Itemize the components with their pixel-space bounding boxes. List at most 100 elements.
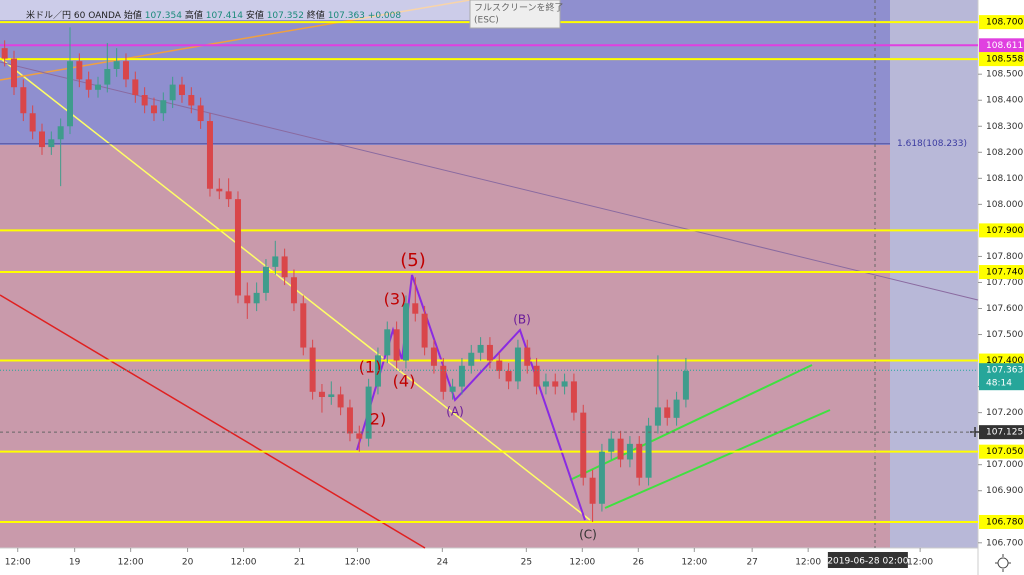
x-tick-label: 12:00 [118,558,144,568]
y-tick-label: 108.300 [986,122,1023,132]
candle-body [132,79,139,96]
level-label-box [979,265,1024,280]
header-bar [0,0,470,20]
y-tick-label: 108.000 [986,200,1023,210]
level-label: 107.740 [986,268,1023,278]
x-tick-label: 26 [633,558,645,568]
candle-body [122,61,129,80]
level-label: 106.780 [986,517,1023,527]
wave-label: (B) [513,313,531,327]
candle-body [141,95,148,106]
level-label: 107.050 [986,447,1023,457]
level-label: 108.611 [986,41,1023,51]
candle-body [20,87,27,114]
header-item: 安値 [246,9,264,21]
candle-body [673,399,680,418]
x-tick-label: 19 [69,558,81,568]
candle-body [104,68,111,85]
fib-label: 1.618(108.233) [897,139,967,149]
y-tick-label: 106.900 [986,486,1023,496]
candle-body [664,407,671,418]
y-tick-label: 107.500 [986,330,1023,340]
candle-body [225,191,232,200]
candle-body [458,365,465,387]
header-item: 107.363 [328,11,365,21]
candle-body [38,131,45,148]
candle-body [514,347,521,382]
candle-body [645,425,652,478]
candle-body [76,61,83,80]
candle-body [542,381,549,387]
candle-body [113,61,120,69]
candle-body [1,48,8,59]
level-label: 108.558 [986,55,1023,65]
level-label-box [979,52,1024,67]
candle-body [384,329,391,356]
candle-body [66,61,73,127]
candle-body [533,365,540,387]
zone-upper [0,0,890,145]
header-item: 終値 [307,9,325,21]
settings-icon[interactable] [995,554,1011,572]
last-price-box [979,363,1024,391]
candle-body [150,105,157,114]
level-label-box [979,38,1024,53]
candle-body [244,295,251,304]
x-tick-label: 21 [294,558,305,568]
wave-label: (1) [359,358,382,377]
candle-body [57,126,64,140]
candle-body [617,438,624,460]
candle-body [468,352,475,366]
tooltip-text: (ESC) [474,16,499,26]
y-tick-label: 107.600 [986,304,1023,314]
header-item: 始値 [124,9,142,21]
level-label-box [979,223,1024,238]
price-axis [978,0,1024,575]
zone-future [890,0,978,548]
tooltip-text: フルスクリーンを終了 [474,2,564,14]
wave-label: (5) [400,250,426,271]
candle-body [197,105,204,122]
candle-body [272,256,279,267]
x-tick-label: 12:00 [344,558,370,568]
candle-body [598,451,605,504]
last-price-label: 107.363 [986,366,1023,376]
candle-body [682,370,689,400]
candle-body [337,394,344,408]
candle-body [430,347,437,366]
y-tick-label: 106.700 [986,538,1023,548]
header-item: OANDA [88,11,122,21]
candle-body [449,386,456,392]
wave-line [356,274,586,521]
y-tick-label: 107.000 [986,460,1023,470]
channel-line [569,364,813,481]
wave-label: (3) [384,290,407,309]
crosshair-box [979,425,1024,440]
candle-body [206,121,213,189]
x-tick-label: 27 [746,558,757,568]
candle-body [365,386,372,439]
y-tick-label: 108.100 [986,174,1023,184]
header-item: 107.354 [145,11,182,21]
candle-body [393,329,400,361]
candle-body [552,381,559,387]
candle-body [580,412,587,478]
candle-body [262,266,269,293]
candle-body [402,303,409,361]
x-tick-label: 12:00 [569,558,595,568]
candle-body [290,277,297,304]
candle-body [654,407,661,426]
y-tick-label: 108.400 [986,96,1023,106]
candle-body [234,199,241,296]
candle-body [346,407,353,434]
x-tick-label: 20 [182,558,194,568]
level-label-box [979,444,1024,459]
header-item: 高値 [185,9,203,21]
candle-body [608,438,615,452]
level-label: 107.900 [986,226,1023,236]
candle-body [178,84,185,96]
candle-body [477,344,484,353]
crosshair-label: 107.125 [986,428,1023,438]
